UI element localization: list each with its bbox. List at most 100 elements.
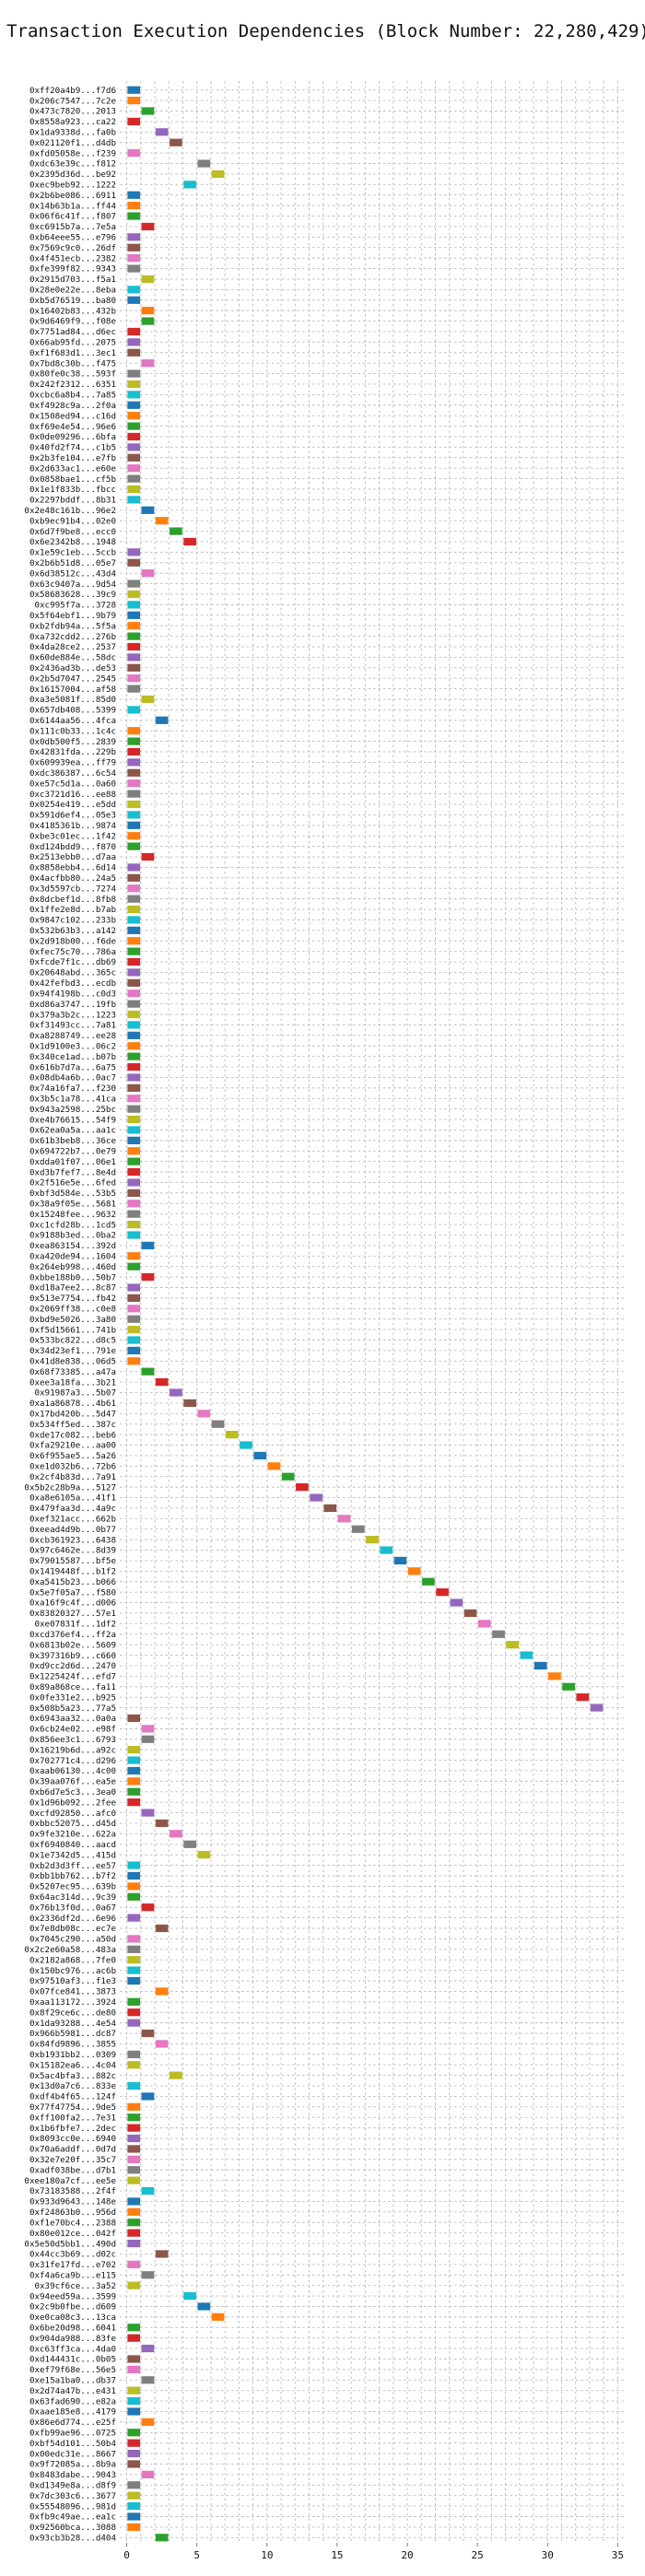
y-tick-label: 0x379a3b2c...1223: [29, 1010, 116, 1020]
bar-0x79015587...bf5e: [393, 1556, 407, 1565]
x-tick-label: 30: [542, 2549, 554, 2561]
y-tick-label: 0x0db500f5...2839: [29, 737, 116, 747]
y-tick-label: 0x5207ec95...639b: [29, 1882, 116, 1892]
bar-0x5e7f05a7...f580: [436, 1588, 449, 1597]
y-tick-label: 0x7751ad84...d6ec: [29, 327, 116, 337]
y-tick-label: 0x2cf4b83d...7a91: [29, 1472, 116, 1482]
bar-0xf31493cc...7a81: [127, 1021, 141, 1029]
y-tick-label: 0x39aa076f...ea5e: [29, 1777, 116, 1787]
bar-0x89a868ce...fa11: [562, 1682, 575, 1691]
y-tick-label: 0x28e0e22e...8eba: [29, 286, 116, 296]
y-tick-label: 0x1225424f...efd7: [29, 1672, 116, 1682]
bar-0x9f72085a...8b9a: [127, 2460, 141, 2468]
bar-0x61b3beb8...36ce: [127, 1136, 141, 1144]
bar-0x80e012ce...042f: [127, 2229, 141, 2237]
x-tick-label: 15: [331, 2549, 343, 2561]
y-tick-label: 0xfec75c70...786a: [29, 947, 116, 957]
y-tick-label: 0x2c9b0fbe...d609: [29, 2302, 116, 2313]
y-tick-label: 0xcfd92850...afc0: [29, 1809, 116, 1819]
y-tick-label: 0xa3e5081f...85d0: [29, 695, 116, 705]
bar-0xec9beb92...1222: [183, 181, 196, 189]
y-tick-label: 0x17bd420b...5d47: [29, 1410, 116, 1420]
bar-0x2d918b00...f6de: [127, 937, 141, 945]
bar-0x6d7f9be8...ecc0: [170, 527, 182, 535]
y-tick-label: 0xe1d032b6...72b6: [29, 1462, 116, 1472]
bar-0x3d5597cb...7274: [127, 884, 141, 893]
bar-0xf4a6ca9b...e115: [141, 2271, 155, 2279]
y-tick-label: 0x6f955ae5...5a26: [29, 1451, 116, 1461]
y-tick-label: 0x2b3fe104...e7fb: [29, 453, 116, 463]
y-tick-label: 0xef79f68e...56e5: [29, 2365, 116, 2375]
bar-0x42fefbd3...ecdb: [127, 978, 141, 987]
y-tick-label: 0x5e50d5bb1...490d: [24, 2239, 116, 2249]
x-tick-label: 35: [612, 2549, 624, 2561]
y-tick-label: 0x70a6addf...0d7d: [29, 2145, 116, 2155]
bar-0x39cf6ce...3a52: [127, 2281, 141, 2289]
y-tick-label: 0xcb361923...6438: [29, 1535, 116, 1545]
bar-0x4f451ecb...2382: [127, 254, 141, 263]
bar-0x1d96b092...2fee: [127, 1798, 141, 1807]
bar-0x1da93288...4e54: [127, 2019, 141, 2027]
y-tick-label: 0x2436ad3b...de53: [29, 663, 116, 673]
y-tick-label: 0x694722b7...0e79: [29, 1146, 116, 1156]
bar-0xa3e5081f...85d0: [141, 695, 155, 704]
bar-0x13d0a7c6...833e: [127, 2081, 141, 2090]
y-tick-label: 0x76b13f0d...0a67: [29, 1903, 116, 1913]
bar-0x08db4a6b...0ac7: [127, 1073, 141, 1082]
bar-0xa420de94...1604: [127, 1252, 141, 1260]
bar-0xcd376ef4...ff2a: [492, 1630, 505, 1638]
y-tick-label: 0x6943aa32...0a0a: [29, 1714, 116, 1724]
y-tick-label: 0xfd05058e...f239: [29, 148, 116, 158]
bar-0xbd9e5026...3a80: [127, 1315, 141, 1323]
bar-0xd3b7fef7...8e4d: [127, 1167, 141, 1177]
bar-0x534ff5ed...387c: [211, 1420, 225, 1428]
bar-0xf4928c9a...2f0a: [127, 401, 141, 409]
bar-0x7569c9c0...26df: [127, 243, 141, 252]
bar-0x14b63b1a...ff44: [127, 202, 141, 210]
bar-0x15248fee...9632: [127, 1210, 141, 1218]
bar-0x616b7d7a...6a75: [127, 1062, 141, 1071]
bar-0xfa29210e...aa00: [240, 1441, 252, 1449]
bar-0x8558a923...ca22: [127, 117, 141, 126]
bar-0x2f516e5e...6fed: [127, 1178, 141, 1187]
y-tick-label: 0x86e6d774...e25f: [29, 2418, 116, 2428]
y-tick-label: 0x1ffe2e8d...b7ab: [29, 905, 116, 915]
y-tick-label: 0x6d38512c...43d4: [29, 568, 117, 579]
y-tick-label: 0xef321acc...662b: [29, 1515, 116, 1525]
bar-0x86e6d774...e25f: [141, 2418, 155, 2426]
y-tick-label: 0x40fd2f74...c1b5: [29, 443, 116, 453]
y-tick-label: 0x92560bca...3088: [29, 2523, 116, 2533]
y-tick-label: 0x5b2c28b9a...5127: [24, 1482, 116, 1493]
y-tick-label: 0x397316b9...c660: [29, 1651, 116, 1661]
bar-0xbbc52075...d45d: [155, 1819, 169, 1828]
bar-0x856ee3c1...6793: [141, 1735, 155, 1743]
y-tick-label: 0x0858bae1...cf5b: [29, 474, 116, 485]
bar-0x97c6462e...8d39: [380, 1546, 393, 1554]
y-tick-label: 0x2513ebb0...d7aa: [29, 852, 116, 862]
bar-0xfb99ae96...0725: [127, 2429, 141, 2437]
bar-0x340ce1ad...b07b: [127, 1052, 141, 1060]
y-tick-label: 0x8483dabe...9043: [29, 2470, 116, 2480]
bar-0xdf4b4f65...124f: [141, 2092, 155, 2101]
bar-0x6943aa32...0a0a: [127, 1714, 141, 1723]
y-tick-label: 0x13d0a7c6...833e: [29, 2081, 116, 2091]
y-tick-label: 0x31fe17fd...e702: [29, 2260, 116, 2270]
y-tick-label: 0x856ee3c1...6793: [29, 1735, 116, 1745]
y-tick-label: 0x8093cc0e...6940: [29, 2134, 116, 2144]
y-tick-label: 0xea863154...392d: [29, 1241, 116, 1251]
bar-0xfd05058e...f239: [127, 149, 141, 158]
bar-0x4185361b...9874: [127, 821, 141, 829]
bar-0x4da28ce2...2537: [127, 642, 141, 651]
bar-0xd86a3747...19fb: [127, 1000, 141, 1008]
bar-0x15182ea6...4c04: [127, 2061, 141, 2069]
bar-0x2b6be086...6911: [127, 191, 141, 199]
bar-0x1e1f833b...fbcc: [127, 485, 141, 494]
bar-0x42831fda...229b: [127, 747, 141, 756]
y-tick-label: 0x473c7820...2013: [29, 107, 116, 117]
bar-0x93cb3b28...d404: [155, 2534, 169, 2542]
bar-0x1e59c1eb...5ccb: [127, 548, 141, 556]
bar-0x58683628...39c9: [127, 590, 141, 599]
x-tick-label: 0: [123, 2549, 130, 2561]
bar-0x702771c4...d296: [127, 1756, 141, 1764]
bar-0xe07831f...1df2: [477, 1620, 491, 1628]
